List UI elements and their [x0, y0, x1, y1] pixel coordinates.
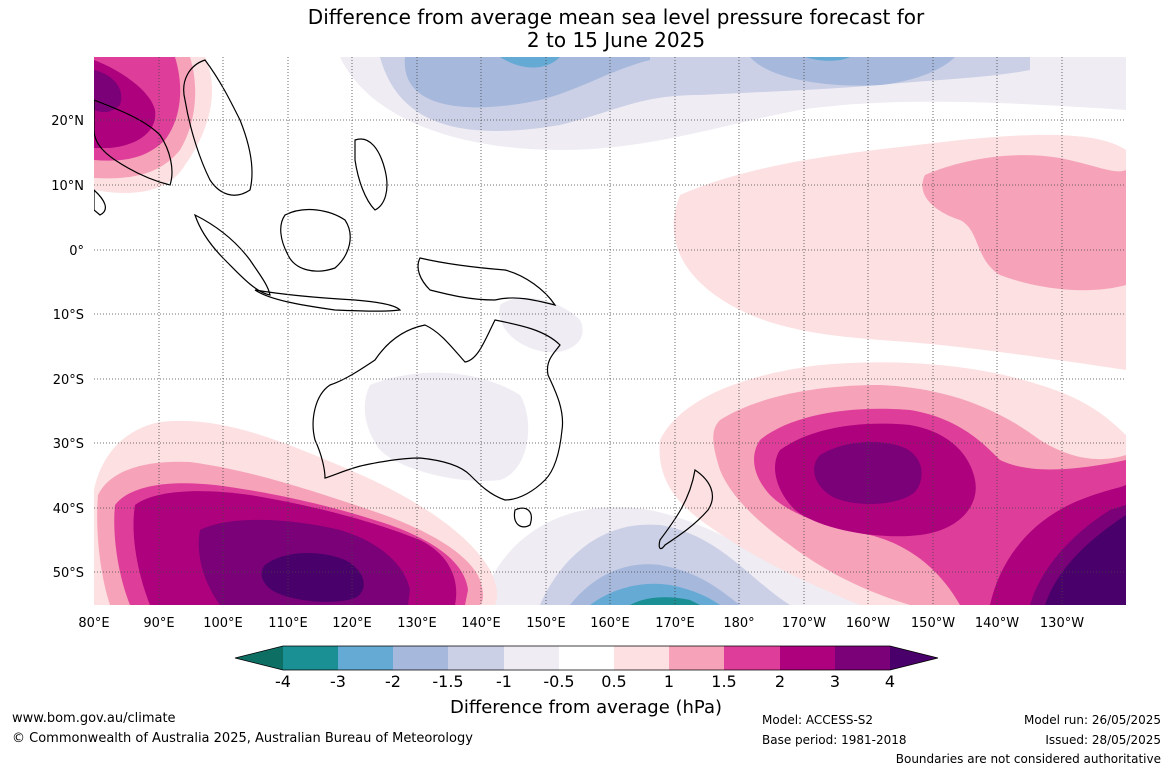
lat-label: 10°N	[51, 179, 84, 194]
colorbar-arrow-low	[235, 646, 283, 670]
colorbar-tick: -0.5	[543, 672, 574, 691]
java-outline	[254, 289, 402, 312]
map-panel	[94, 57, 1126, 605]
issued-date: Issued: 28/05/2025	[1045, 733, 1161, 747]
new-zealand-outline	[658, 468, 713, 550]
colorbar-tick: -4	[275, 672, 291, 691]
colorbar-tick: -3	[330, 672, 346, 691]
anomaly-negative-coral-sea	[499, 297, 583, 353]
borneo-outline	[280, 209, 351, 272]
anomaly-negative-north	[340, 57, 1126, 150]
model-name: Model: ACCESS-S2	[762, 713, 874, 727]
colorbar-tick: 1.5	[711, 672, 736, 691]
lon-label: 170°E	[655, 616, 695, 631]
lon-label: 140°W	[975, 616, 1019, 631]
colorbar-tick: 0.5	[601, 672, 626, 691]
map-title-line-1: Difference from average mean sea level p…	[307, 5, 925, 29]
anomaly-positive-northwest	[94, 57, 213, 193]
anomaly-positive-tropical-pacific	[673, 134, 1126, 370]
colorbar-arrow-high	[890, 646, 938, 670]
philippines-outline	[354, 138, 388, 211]
colorbar-tick: 3	[830, 672, 840, 691]
anomaly-negative-australia	[364, 372, 529, 481]
lon-label: 180°	[723, 616, 754, 631]
latitude-labels: 20°N 10°N 0° 10°S 20°S 30°S 40°S 50°S	[51, 114, 84, 581]
colorbar-title: Difference from average (hPa)	[450, 697, 722, 718]
lat-label: 20°S	[53, 373, 84, 388]
colorbar-swatch	[393, 646, 448, 670]
lat-label: 20°N	[51, 114, 84, 129]
boundaries-disclaimer: Boundaries are not considered authoritat…	[895, 752, 1161, 766]
lon-label: 150°E	[526, 616, 566, 631]
lon-label: 120°E	[332, 616, 372, 631]
colorbar-tick: -1.5	[432, 672, 463, 691]
lon-label: 110°E	[268, 616, 308, 631]
lat-label: 10°S	[53, 308, 84, 323]
lat-label: 50°S	[53, 566, 84, 581]
lon-label: 130°W	[1040, 616, 1084, 631]
longitude-labels: 80°E 90°E 100°E 110°E 120°E 130°E 140°E …	[78, 616, 1084, 631]
lon-label: 130°E	[397, 616, 437, 631]
colorbar-swatch	[780, 646, 835, 670]
copyright-text: © Commonwealth of Australia 2025, Austra…	[12, 731, 473, 746]
lon-label: 160°W	[846, 616, 890, 631]
colorbar-swatch	[338, 646, 393, 670]
lat-label: 0°	[69, 244, 84, 259]
lat-label: 40°S	[53, 502, 84, 517]
lon-label: 140°E	[461, 616, 501, 631]
colorbar-swatch	[614, 646, 669, 670]
colorbar-swatch	[559, 646, 614, 670]
lon-label: 150°W	[911, 616, 955, 631]
colorbar-tick: 1	[664, 672, 674, 691]
colorbar-swatch	[448, 646, 504, 670]
colorbar-swatch	[669, 646, 724, 670]
colorbar-tick: 4	[885, 672, 895, 691]
colorbar	[234, 645, 939, 671]
model-run-date: Model run: 26/05/2025	[1023, 713, 1161, 727]
map-grid	[94, 57, 1126, 605]
lat-label: 30°S	[53, 437, 84, 452]
base-period: Base period: 1981-2018	[762, 733, 907, 747]
anomaly-positive-south-pacific	[659, 362, 1126, 605]
map-title-line-2: 2 to 15 June 2025	[526, 28, 706, 52]
colorbar-tick-labels: -4 -3 -2 -1.5 -1 -0.5 0.5 1 1.5 2 3 4	[275, 672, 895, 691]
indochina-outline	[183, 59, 253, 196]
coastlines	[94, 59, 713, 550]
colorbar-swatch	[504, 646, 559, 670]
colorbar-outline	[234, 645, 939, 671]
colorbar-tick: -1	[496, 672, 512, 691]
colorbar-tick: 2	[775, 672, 785, 691]
website-link[interactable]: www.bom.gov.au/climate	[12, 711, 176, 726]
lon-label: 90°E	[143, 616, 174, 631]
colorbar-swatch	[724, 646, 780, 670]
lon-label: 100°E	[203, 616, 243, 631]
australia-outline	[312, 319, 564, 501]
colorbar-tick: -2	[385, 672, 401, 691]
lon-label: 80°E	[78, 616, 109, 631]
lon-label: 170°W	[782, 616, 826, 631]
sumatra-outline	[193, 213, 271, 296]
lon-label: 160°E	[590, 616, 630, 631]
new-guinea-outline	[417, 257, 557, 306]
sri-lanka-outline	[94, 189, 106, 216]
colorbar-swatch	[283, 646, 338, 670]
anomaly-positive-southern-indian-ocean	[94, 420, 498, 605]
colorbar-swatch	[835, 646, 890, 670]
